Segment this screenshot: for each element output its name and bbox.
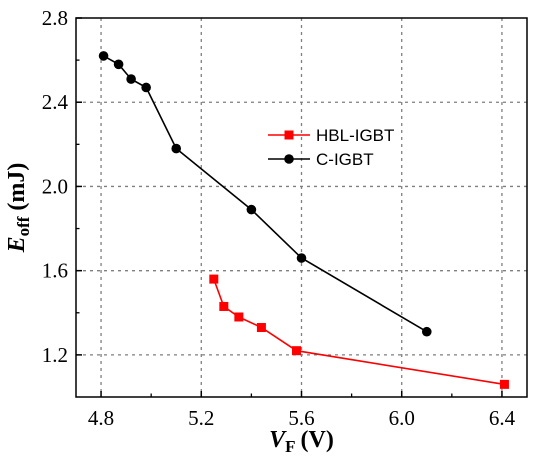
data-point-c-igbt — [421, 326, 432, 337]
data-point-hbl-igbt — [209, 274, 219, 284]
series-hbl-igbt — [209, 274, 509, 389]
series — [98, 51, 509, 389]
legend-label-c-igbt: C-IGBT — [316, 150, 374, 169]
series-c-igbt — [98, 51, 432, 337]
data-point-hbl-igbt — [234, 312, 244, 322]
data-point-c-igbt — [141, 82, 151, 93]
series-line-hbl-igbt — [213, 278, 505, 386]
y-axis-label-sub: off — [14, 216, 33, 236]
data-point-hbl-igbt — [499, 379, 509, 389]
x-tick-label: 6.0 — [389, 406, 415, 430]
series-line-c-igbt — [103, 55, 428, 333]
x-tick-label: 4.8 — [88, 406, 114, 430]
y-axis-label-main: E — [4, 236, 30, 253]
y-axis-label: Eoff (mJ) — [4, 163, 33, 254]
legend-item-c-igbt: C-IGBT — [268, 150, 374, 169]
x-tick-label: 6.4 — [489, 406, 516, 430]
ticks: 4.8 5.2 5.6 6.0 6.4 1.2 1.6 2.0 2.4 2.8 — [42, 6, 516, 430]
x-axis-label-sub: F — [285, 437, 295, 456]
data-point-c-igbt — [296, 253, 307, 263]
y-tick-label: 1.2 — [42, 343, 68, 367]
data-point-c-igbt — [113, 59, 124, 70]
y-tick-label: 2.0 — [42, 174, 68, 198]
x-axis-label-main: V — [269, 427, 287, 453]
y-tick-label: 2.4 — [42, 90, 69, 114]
legend-marker-c-igbt — [284, 154, 294, 164]
x-axis-label: VF (V) — [269, 427, 334, 456]
legend-marker-hbl-igbt — [284, 130, 294, 140]
data-point-c-igbt — [98, 51, 109, 61]
data-point-c-igbt — [246, 204, 257, 215]
data-point-hbl-igbt — [291, 346, 301, 356]
data-point-c-igbt — [126, 74, 136, 84]
y-axis-label-unit: (mJ) — [4, 163, 30, 211]
grid — [76, 18, 527, 397]
y-tick-label: 2.8 — [42, 6, 68, 30]
legend-label-hbl-igbt: HBL-IGBT — [316, 126, 394, 145]
data-point-c-igbt — [171, 143, 182, 154]
x-axis-label-unit: (V) — [301, 427, 334, 453]
legend-item-hbl-igbt: HBL-IGBT — [268, 126, 394, 145]
data-point-hbl-igbt — [219, 301, 229, 311]
x-tick-label: 5.2 — [188, 406, 214, 430]
y-tick-label: 1.6 — [42, 259, 68, 283]
legend: HBL-IGBT C-IGBT — [268, 126, 394, 169]
data-point-hbl-igbt — [256, 323, 266, 333]
x-tick-label: 5.6 — [288, 406, 314, 430]
